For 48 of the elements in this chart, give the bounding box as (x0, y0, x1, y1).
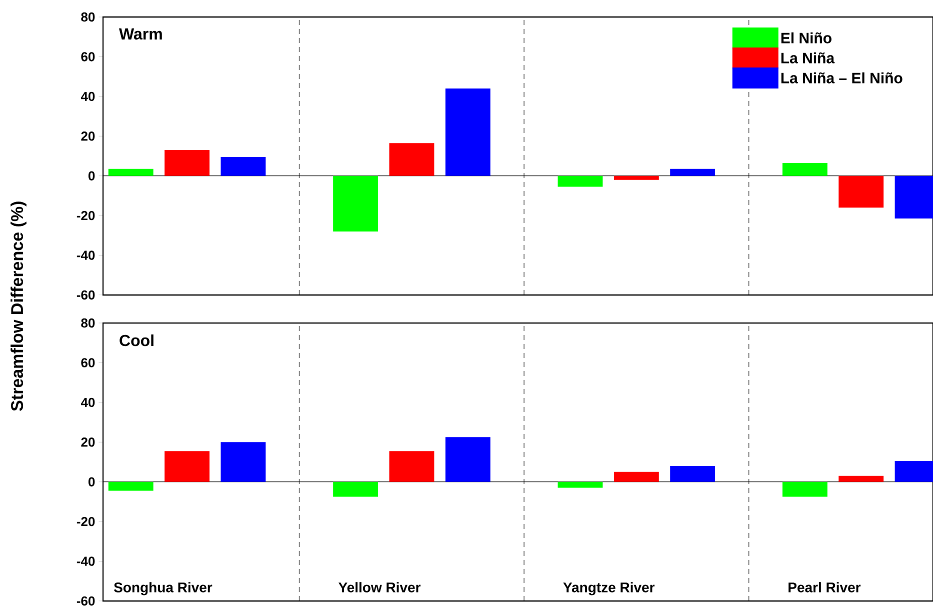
y-tick-label: 80 (81, 12, 95, 22)
bar (614, 176, 659, 180)
text: Warm (119, 28, 162, 40)
y-tick-label: -60 (76, 596, 95, 606)
bar (108, 168, 154, 176)
bar (389, 451, 434, 482)
y-tick-label: 80 (81, 318, 95, 328)
x-tick-label: Yangtze River (563, 582, 655, 596)
bar (220, 442, 266, 482)
bar (220, 156, 266, 176)
x-tick-label: Pearl River (788, 582, 861, 592)
y-tick-label: 20 (81, 132, 95, 141)
bar (838, 476, 884, 482)
bar (333, 482, 378, 497)
y-tick-label: -20 (76, 516, 95, 526)
x-tick-label: Songhua River (114, 582, 212, 596)
y-tick-label: 60 (81, 358, 95, 368)
x-tick-label: Yellow River (338, 582, 421, 592)
y-tick-label: -40 (76, 556, 95, 566)
bar (782, 162, 828, 176)
y-tick-label: 60 (81, 52, 95, 62)
bar (614, 472, 659, 482)
y-tick-label: 40 (80, 92, 95, 102)
y-tick-label: 0 (88, 171, 95, 180)
bar (389, 143, 434, 176)
bar (782, 482, 828, 497)
y-tick-label: 40 (80, 398, 95, 408)
bar (670, 466, 716, 482)
bar (558, 176, 603, 187)
y-tick-label: -60 (76, 290, 95, 300)
bar (333, 176, 378, 232)
y-tick-label: 0 (88, 477, 95, 486)
legend-label: La Niña – El Niño (781, 72, 902, 84)
bar (445, 88, 490, 176)
bar (838, 176, 884, 208)
y-tick-label: -20 (76, 210, 95, 220)
bar (670, 168, 716, 176)
y-tick-label: 20 (81, 438, 95, 447)
bar (558, 482, 603, 488)
legend-label: El Niño (781, 32, 832, 44)
y-tick-label: -40 (76, 250, 95, 260)
bar (164, 150, 210, 176)
y-axis-title: Streamflow Difference (%) (10, 202, 26, 411)
bar (108, 482, 154, 491)
bar (445, 437, 490, 482)
legend-label: La Niña (781, 52, 835, 64)
text: Cool (120, 334, 154, 346)
bar (164, 451, 210, 482)
